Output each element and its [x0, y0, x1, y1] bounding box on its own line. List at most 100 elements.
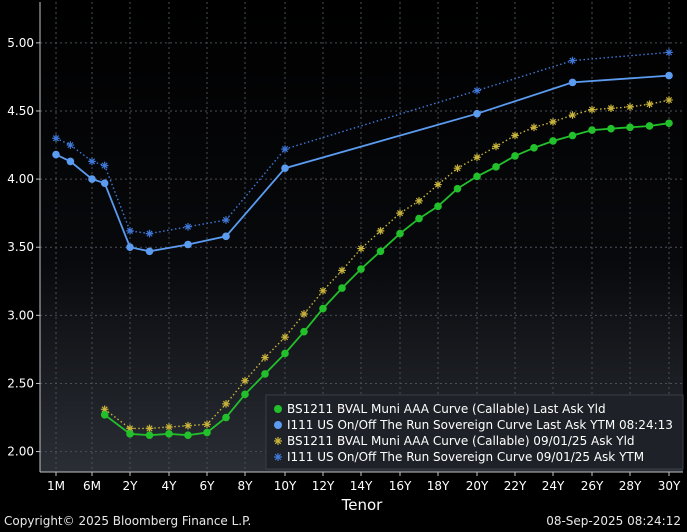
copyright-text: Copyright© 2025 Bloomberg Finance L.P. [4, 514, 252, 528]
series-1-point [300, 327, 308, 336]
series-1-point [607, 124, 615, 133]
series-3-point [473, 153, 481, 162]
series-1-point [184, 431, 192, 440]
legend-label-3: BS1211 BVAL Muni AAA Curve (Callable) 09… [287, 434, 635, 448]
series-2-point [52, 150, 60, 159]
y-tick-label: 4.00 [7, 172, 34, 186]
series-1-point [319, 304, 327, 313]
y-tick-label: 2.50 [7, 376, 34, 390]
series-2-point [126, 243, 134, 252]
series-1-point [492, 163, 500, 171]
series-1-point [222, 413, 230, 422]
series-4-point [88, 157, 96, 166]
series-3-point [396, 209, 404, 217]
series-3-point [184, 421, 192, 430]
series-1-point [511, 152, 519, 160]
series-4-point [184, 222, 192, 231]
series-1-point [100, 410, 109, 419]
series-4-point [145, 229, 154, 238]
series-3-point [222, 400, 230, 408]
series-3-point [645, 100, 654, 108]
x-tick-label: 4Y [162, 479, 178, 493]
series-1-point [126, 430, 134, 438]
x-tick-label: 12Y [312, 479, 335, 493]
legend-marker-1 [274, 405, 282, 413]
y-tick-label: 4.50 [7, 104, 34, 118]
legend-marker-4 [274, 453, 282, 461]
series-3-point [241, 376, 249, 385]
series-2-point [100, 179, 109, 187]
series-3-point [492, 142, 500, 151]
series-3-point [145, 424, 154, 433]
series-2-point [66, 157, 75, 166]
timestamp-text: 08-Sep-2025 08:24:12 [546, 514, 681, 528]
series-4-point [568, 56, 577, 65]
series-3-point [338, 266, 346, 275]
series-3-point [376, 227, 385, 235]
series-1-point [568, 131, 577, 140]
x-tick-label: 2Y [123, 479, 139, 493]
series-3-point [100, 405, 109, 414]
series-3-point [549, 118, 557, 126]
x-tick-label: 30Y [658, 479, 681, 493]
x-tick-label: 22Y [504, 479, 527, 493]
series-1-point [357, 265, 365, 273]
series-3-point [357, 244, 365, 253]
series-3-point [530, 123, 538, 132]
series-1-point [645, 122, 654, 130]
legend-marker-2 [274, 421, 282, 429]
x-tick-label: 28Y [619, 479, 642, 493]
x-tick-label: 24Y [542, 479, 565, 493]
x-tick-label: 6Y [200, 479, 216, 493]
series-4-point [100, 161, 109, 170]
series-1-point [434, 202, 442, 211]
series-4-point [665, 48, 673, 57]
series-2-point [184, 240, 192, 249]
series-3-point [415, 197, 423, 205]
series-4-point [52, 134, 60, 143]
x-axis-title: Tenor [341, 496, 384, 514]
series-1-point [415, 214, 423, 223]
series-3-point [453, 164, 462, 173]
series-4-point [281, 145, 289, 153]
series-1-point [530, 143, 538, 152]
series-1-point [588, 126, 596, 134]
x-tick-label: 14Y [350, 479, 373, 493]
series-3-point [319, 287, 327, 295]
x-tick-label: 16Y [389, 479, 412, 493]
series-3-point [665, 96, 673, 104]
series-1-point [241, 390, 249, 399]
legend-marker-3 [274, 437, 282, 445]
series-4-point [66, 141, 75, 149]
x-tick-label: 18Y [427, 479, 450, 493]
legend-label-1: BS1211 BVAL Muni AAA Curve (Callable) La… [287, 402, 606, 416]
series-2-point [665, 71, 673, 80]
series-2-point [88, 175, 96, 183]
x-tick-label: 20Y [466, 479, 489, 493]
series-3-point [511, 131, 519, 140]
series-1-point [165, 430, 173, 438]
series-2-point [568, 78, 577, 87]
series-3-point [588, 105, 596, 114]
series-1-point [626, 123, 634, 132]
series-1-point [261, 370, 269, 378]
x-tick-label: 10Y [274, 479, 297, 493]
series-1-point [145, 431, 154, 440]
series-3-point [165, 423, 173, 431]
series-2-point [222, 232, 230, 241]
series-4-point [222, 216, 230, 224]
series-1-point [281, 349, 289, 358]
legend-box [265, 394, 684, 470]
series-1-point [473, 172, 481, 181]
series-2-point [281, 164, 289, 173]
series-3-point [434, 180, 442, 189]
series-line-2 [55, 74, 670, 253]
series-3-point [607, 104, 615, 113]
series-3-point [568, 111, 577, 119]
series-1-point [396, 229, 404, 238]
x-tick-label: 6M [83, 479, 101, 493]
x-tick-label: 8Y [238, 479, 254, 493]
y-tick-label: 5.00 [7, 36, 34, 50]
series-1-point [453, 184, 462, 193]
